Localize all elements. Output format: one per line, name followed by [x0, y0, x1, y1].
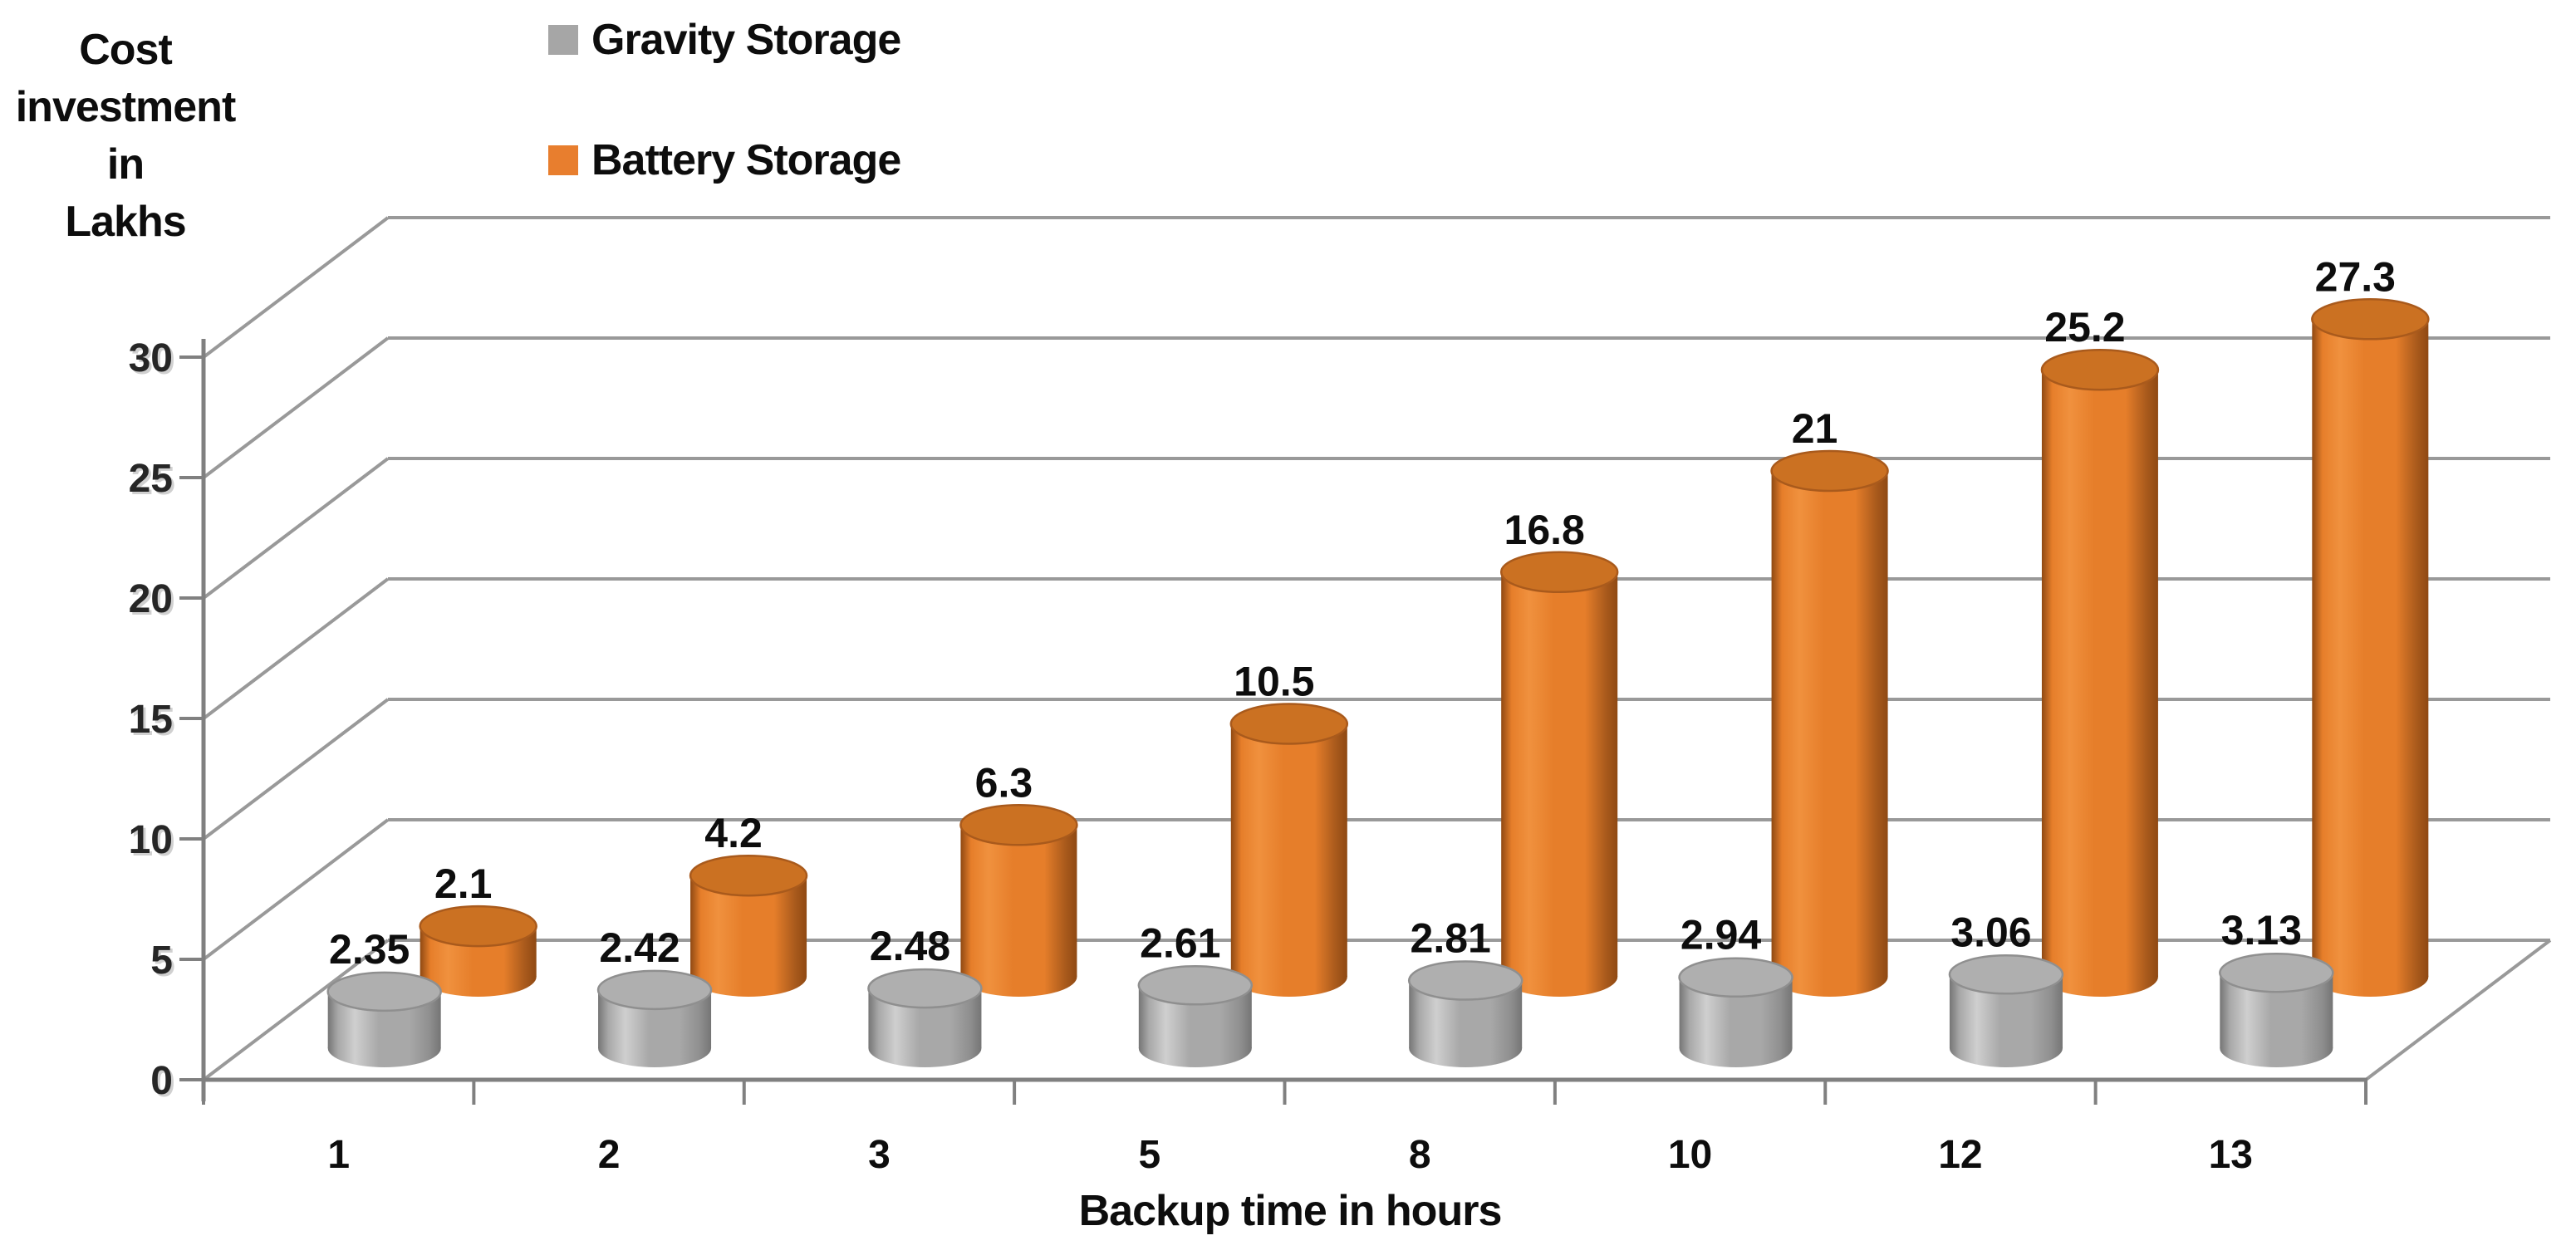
x-tick-label-10: 10 — [1668, 1133, 1712, 1177]
cylinder-battery-8-body — [1501, 571, 1618, 977]
data-label-gravity-2: 2.42 — [599, 924, 680, 971]
cylinder-gravity-10-top — [1678, 957, 1793, 998]
gridline-side-10 — [202, 698, 390, 841]
x-tick-label-5: 5 — [1138, 1133, 1160, 1177]
y-tick-label-10: 10 — [129, 818, 173, 862]
cylinder-gravity-2-top — [596, 969, 713, 1011]
data-label-gravity-10: 2.94 — [1681, 912, 1762, 958]
cylinder-gravity-8-top — [1407, 960, 1524, 1001]
x-axis-title: Backup time in hours — [1078, 1187, 1503, 1235]
y-tick-label-0-shadow: 0 — [153, 1061, 175, 1106]
y-tick-label-30: 30 — [129, 336, 173, 380]
cylinder-battery-13-body — [2312, 319, 2429, 977]
y-tick-label-30-shadow: 30 — [131, 339, 175, 383]
y-tick-label-15: 15 — [129, 698, 173, 742]
data-label-battery-1: 2.1 — [434, 860, 493, 907]
y-tick-label-5-shadow: 5 — [153, 941, 175, 985]
data-label-gravity-13: 3.13 — [2221, 907, 2302, 954]
x-tick-label-2: 2 — [598, 1133, 621, 1177]
cylinder-gravity-13-top — [2219, 952, 2334, 993]
gridline-side-5 — [202, 818, 390, 961]
legend-swatch-icon — [548, 145, 578, 175]
cylinder-gravity-12-top — [1948, 954, 2064, 995]
y-axis-title-line: in — [106, 140, 145, 189]
cylinder-battery-5-body — [1230, 723, 1347, 977]
gridline-side-20 — [202, 457, 390, 600]
cylinder-battery-2-top — [689, 854, 808, 897]
gridline-side-15 — [202, 577, 390, 720]
data-label-gravity-12: 3.06 — [1950, 909, 2031, 955]
x-tick-label-8: 8 — [1409, 1133, 1431, 1177]
y-axis-title-line: investment — [15, 83, 237, 131]
data-label-gravity-8: 2.81 — [1411, 915, 1491, 962]
data-label-battery-12: 25.2 — [2044, 304, 2125, 351]
cylinder-battery-13-top — [2311, 298, 2430, 341]
cylinder-battery-8-top — [1499, 551, 1619, 594]
x-tick-label-3: 3 — [868, 1133, 891, 1177]
cylinder-battery-1-top — [419, 905, 537, 948]
cylinder-battery-5-top — [1229, 703, 1349, 745]
data-label-battery-3: 6.3 — [975, 759, 1033, 806]
cylinder-battery-3-top — [959, 804, 1078, 846]
gridline-side-30 — [202, 216, 390, 359]
y-tick-label-25-shadow: 25 — [131, 459, 175, 503]
x-tick-label-12: 12 — [1938, 1133, 1982, 1177]
cylinder-battery-12-body — [2041, 370, 2158, 977]
x-tick-label-1: 1 — [327, 1133, 350, 1177]
data-label-battery-10: 21 — [1792, 405, 1838, 452]
data-label-battery-13: 27.3 — [2315, 253, 2396, 300]
cylinder-gravity-3-top — [867, 968, 983, 1009]
y-tick-label-10-shadow: 10 — [131, 821, 175, 865]
cylinder-battery-3-body — [960, 825, 1077, 977]
data-label-gravity-3: 2.48 — [870, 923, 950, 969]
data-label-battery-2: 4.2 — [704, 810, 763, 856]
y-axis-title: Cost investment in Lakhs — [10, 22, 241, 251]
cylinder-battery-10-top — [1770, 449, 1889, 493]
legend-item-gravity-storage: Gravity Storage — [548, 16, 901, 64]
y-axis-title-line: Cost — [79, 26, 173, 74]
gridline-side-25 — [202, 336, 390, 479]
y-tick-label-20-shadow: 20 — [131, 580, 175, 624]
y-tick-label-5: 5 — [150, 939, 173, 983]
y-axis-title-line: Lakhs — [65, 198, 186, 246]
legend-item-battery-storage: Battery Storage — [548, 136, 901, 184]
legend-swatch-icon — [548, 25, 578, 55]
data-label-battery-8: 16.8 — [1504, 507, 1585, 553]
y-tick-label-15-shadow: 15 — [131, 700, 175, 744]
legend-label: Gravity Storage — [591, 16, 901, 64]
x-tick-label-13: 13 — [2209, 1133, 2253, 1177]
data-label-battery-5: 10.5 — [1234, 659, 1314, 705]
data-label-gravity-1: 2.35 — [329, 926, 410, 973]
cylinder-battery-12-top — [2040, 348, 2160, 391]
cylinder-gravity-1-top — [326, 971, 442, 1012]
legend-label: Battery Storage — [591, 136, 901, 184]
cylinder-gravity-5-top — [1137, 965, 1254, 1006]
y-tick-label-20: 20 — [129, 577, 173, 621]
y-tick-label-0: 0 — [150, 1059, 173, 1103]
gridline-side-0 — [202, 939, 390, 1081]
cylinder-battery-10-body — [1771, 471, 1888, 977]
floor-right-edge — [2364, 939, 2552, 1081]
data-label-gravity-5: 2.61 — [1140, 919, 1220, 966]
y-tick-label-25: 25 — [129, 457, 173, 501]
